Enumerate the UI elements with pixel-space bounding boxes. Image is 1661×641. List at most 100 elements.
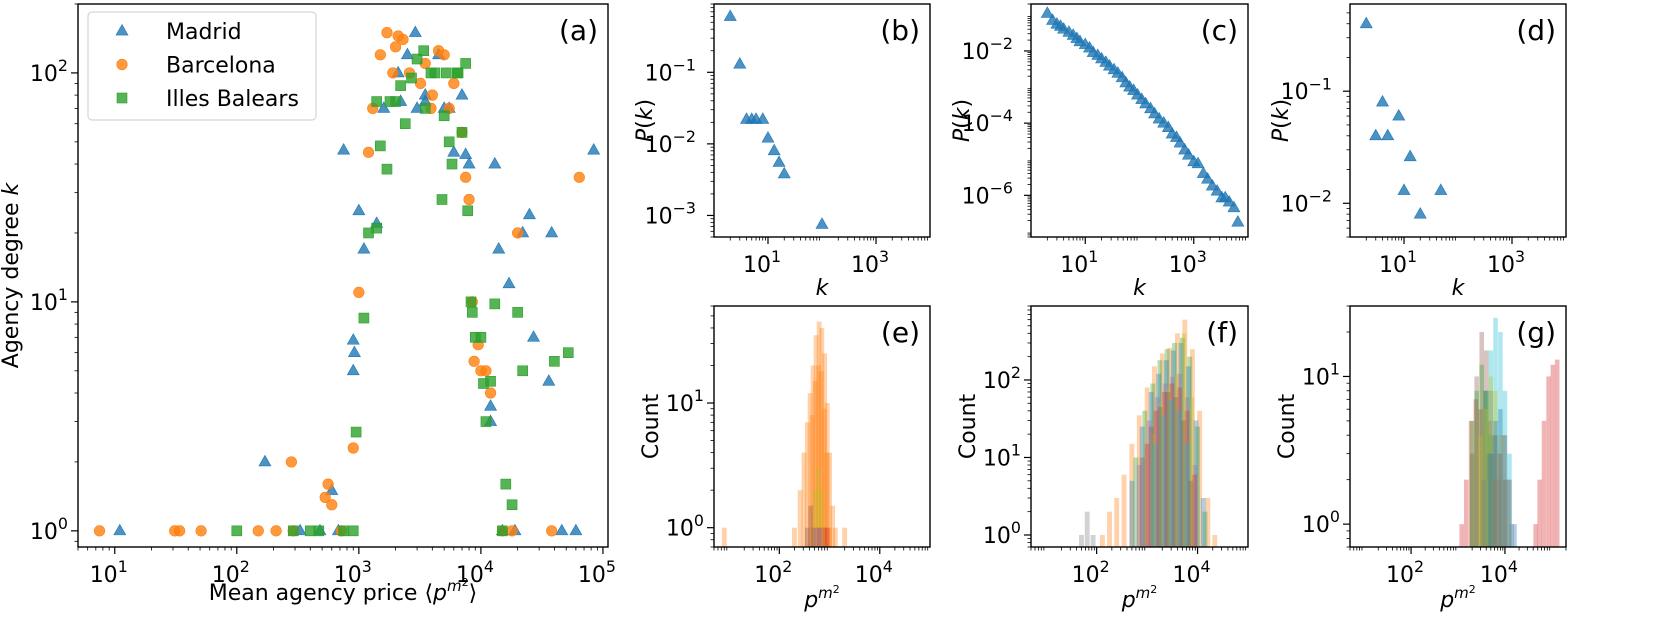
- data-point: [500, 478, 512, 490]
- hist-bar: [1176, 410, 1182, 547]
- legend-marker: [115, 23, 129, 36]
- data-point: [484, 387, 497, 399]
- hist-bar: [810, 365, 816, 547]
- hist-bar: [1187, 356, 1193, 547]
- hist-bar: [1188, 480, 1194, 547]
- data-point: [287, 525, 299, 537]
- data-point: [502, 276, 516, 289]
- data-point: [777, 166, 791, 179]
- hist-bar: [1502, 479, 1508, 547]
- axes-frame: [1349, 305, 1567, 548]
- hist-bar: [1189, 349, 1195, 547]
- hist-bar: [1492, 453, 1497, 547]
- data-point: [357, 242, 371, 254]
- data-point: [562, 347, 574, 358]
- panel-d: 101 103 10−2 10−1 (d) k P(k): [1269, 3, 1567, 301]
- hist-bar: [1136, 415, 1142, 547]
- hist-bar: [822, 527, 828, 547]
- hist-bar: [1202, 511, 1208, 547]
- hist-bar: [1546, 376, 1551, 547]
- hist-bar: [1164, 349, 1170, 547]
- x-axis-label: pm2: [1439, 583, 1476, 613]
- hist-bar: [1537, 479, 1542, 547]
- hist-bar: [1084, 511, 1090, 547]
- hist-bar: [1172, 342, 1177, 547]
- hist-bar: [824, 403, 830, 547]
- hist-bar: [1159, 353, 1165, 547]
- axes-frame: [1349, 3, 1567, 238]
- hist-series: [1492, 435, 1511, 547]
- hist-series: [814, 527, 823, 547]
- data-point: [322, 478, 334, 490]
- hist-bar: [1488, 350, 1494, 547]
- data-point: [488, 156, 502, 169]
- data-point: [399, 118, 411, 130]
- plot-area: [723, 9, 829, 229]
- hist-bar: [824, 527, 830, 547]
- y-tick-label: 10−1: [1281, 74, 1332, 105]
- hist-bar: [1144, 443, 1150, 547]
- data-point: [374, 49, 386, 61]
- x-tick-label: 102: [754, 557, 792, 588]
- hist-bar: [1168, 400, 1174, 547]
- hist-bar: [1167, 347, 1173, 547]
- data-point: [1359, 16, 1373, 29]
- hist-bar: [811, 527, 816, 547]
- hist-bar: [1169, 383, 1175, 547]
- y-tick-label: 10−6: [962, 178, 1013, 209]
- hist-bar: [804, 422, 810, 547]
- hist-bar: [1139, 457, 1145, 547]
- data-point: [371, 96, 382, 107]
- y-axis-label: P(k): [633, 99, 658, 142]
- data-point: [522, 207, 536, 220]
- data-point: [1222, 194, 1236, 207]
- data-point: [466, 307, 478, 318]
- hist-bar: [1185, 366, 1191, 547]
- x-tick-label: 101: [1379, 247, 1417, 278]
- hist-bar: [1182, 319, 1188, 547]
- data-point: [489, 298, 501, 310]
- data-point: [252, 525, 264, 537]
- data-point: [542, 374, 556, 386]
- x-tick-label: 101: [90, 557, 128, 588]
- data-point: [455, 88, 469, 100]
- hist-bar: [1156, 373, 1162, 547]
- y-tick-label: 10−1: [645, 55, 696, 86]
- data-point: [1181, 148, 1195, 160]
- hist-bar: [1482, 390, 1488, 547]
- hist-series: [1483, 317, 1512, 547]
- hist-bar: [1179, 337, 1185, 547]
- hist-bar: [816, 321, 822, 547]
- hist-bar: [1121, 474, 1127, 547]
- data-point: [362, 146, 375, 158]
- hist-bar: [1509, 524, 1515, 547]
- data-point: [767, 143, 781, 156]
- hist-bar: [1160, 415, 1166, 547]
- hist-bar: [807, 393, 813, 547]
- plot-area: [1040, 6, 1245, 227]
- hist-series: [1488, 409, 1517, 547]
- hist-bar: [1170, 376, 1176, 547]
- plot-area: [1459, 317, 1560, 547]
- hist-bar: [818, 371, 824, 547]
- data-point: [506, 499, 518, 511]
- y-tick-label: 10−4: [962, 106, 1013, 137]
- x-tick-label: 104: [1173, 557, 1211, 588]
- hist-bar: [1478, 409, 1483, 547]
- hist-bar: [801, 452, 807, 547]
- hist-bar: [1193, 420, 1199, 547]
- hist-bar: [1479, 364, 1484, 547]
- data-point: [352, 203, 366, 216]
- hist-bar: [1478, 435, 1483, 547]
- hist-bar: [1142, 410, 1148, 547]
- hist-bar: [1474, 390, 1479, 547]
- hist-bar: [1496, 453, 1502, 547]
- data-point: [389, 41, 402, 53]
- hist-bar: [816, 527, 822, 547]
- hist-bar: [1184, 410, 1190, 547]
- plot-area: [93, 25, 601, 537]
- hist-bar: [1493, 390, 1498, 547]
- x-tick-label: 103: [851, 247, 889, 278]
- hist-bar: [1178, 342, 1184, 547]
